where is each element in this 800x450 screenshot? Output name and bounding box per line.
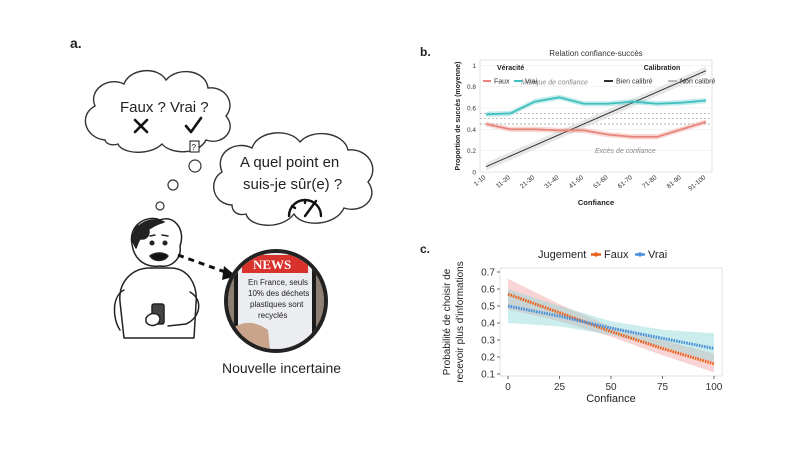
news-line-1: En France, seuls	[248, 278, 308, 287]
chart-b-xtick-label: 1-10	[473, 174, 488, 188]
question-doc-icon: ?	[189, 140, 200, 153]
chart-c-xlabel: Confiance	[586, 393, 636, 405]
chart-c-ylabel-line2: recevoir plus d'informations	[455, 261, 466, 382]
chart-c-plot-area	[499, 267, 723, 377]
chart-c-legend-dot	[593, 252, 599, 257]
thought-dots	[146, 159, 202, 226]
chart-c-xtick-label: 100	[706, 382, 723, 393]
chart-b-calibration-band	[486, 66, 706, 171]
cross-icon	[133, 118, 149, 134]
chart-b-xtick-label: 11-20	[495, 174, 512, 190]
chart-b-legend-entry: Faux	[494, 79, 510, 86]
chart-b-legend-entry: Vrai	[525, 79, 538, 86]
panel-c-label: c.	[420, 242, 430, 256]
chart-c-ytick-label: 0.6	[481, 285, 495, 296]
chart-c-series-faux	[507, 292, 715, 366]
chart-b-ytick-label: 0.8	[467, 84, 476, 91]
chart-b-xtick-label: 61-70	[617, 174, 635, 190]
chart-b-legend-title: Calibration	[644, 65, 681, 72]
chart-b-legend-title: Véracité	[497, 65, 524, 72]
chart-c-ytick-label: 0.7	[481, 268, 495, 279]
chart-b-xtick-label: 91-100	[687, 174, 707, 193]
chart-c-ytick-label: 0.3	[481, 336, 495, 347]
chart-b-xtick-label: 51-60	[592, 174, 610, 190]
chart-c-legend-entry: Vrai	[648, 249, 667, 261]
chart-b-series-faux	[485, 121, 707, 138]
chart-b-xtick-label: 31-40	[543, 174, 561, 190]
news-phone-circle	[224, 249, 328, 353]
chart-b-xtick-label: 41-50	[568, 174, 586, 190]
chart-c-ylabel-line1: Probabilité de choisir de	[442, 268, 453, 375]
panel-b-label: b.	[420, 45, 431, 59]
chart-b-ytick-label: 1	[472, 63, 476, 70]
chart-c-ytick-label: 0.2	[481, 353, 495, 364]
thought-bubble-veracity	[84, 70, 231, 153]
check-icon	[184, 116, 203, 134]
chart-b-annotation: Excès de confiance	[595, 148, 656, 155]
chart-c-legend-dot	[637, 252, 643, 257]
thought-bubble-confidence	[213, 132, 374, 226]
news-line-3: plastiques sont	[250, 300, 304, 309]
gauge-icon	[287, 198, 323, 218]
chart-b-xtick-label: 71-80	[641, 174, 659, 190]
caption: Nouvelle incertaine	[222, 360, 341, 376]
chart-b-xlabel: Confiance	[578, 198, 614, 207]
news-banner	[242, 255, 308, 273]
bubble2-line1: A quel point en	[240, 154, 339, 171]
chart-b-ytick-label: 0.4	[467, 127, 476, 134]
person-illustration	[113, 217, 200, 339]
chart-b-ylabel: Proportion de succès (moyenne)	[455, 62, 462, 171]
chart-b-series-vrai	[485, 96, 707, 116]
chart-c-band-vrai	[508, 289, 714, 363]
chart-c-legend-title: Jugement	[538, 249, 586, 261]
chart-b-ytick-label: 0.6	[467, 106, 476, 113]
chart-c-xtick-label: 0	[505, 382, 511, 393]
chart-b-xtick-label: 21-30	[519, 174, 537, 190]
news-line-2: 10% des déchets	[248, 289, 309, 298]
panel-a-label: a.	[70, 35, 82, 51]
chart-c-series-vrai	[507, 304, 715, 350]
chart-b-ytick-label: 0	[472, 170, 476, 177]
chart-c-ytick-label: 0.4	[481, 319, 495, 330]
chart-b-band-vrai	[486, 94, 706, 118]
chart-b-legend-entry: Bien calibré	[616, 79, 653, 86]
chart-b-title: Relation confiance-succès	[549, 49, 642, 58]
chart-b-annotation: Manque de confiance	[521, 80, 588, 87]
chart-b-legend-entry: Non calibré	[680, 79, 716, 86]
chart-c-ytick-label: 0.1	[481, 370, 495, 381]
news-line-4: recyclés	[258, 311, 287, 320]
panel-a-illustration: a. Faux ? Vrai ? ? A quel point en suis-…	[70, 35, 374, 376]
chart-c-xtick-label: 50	[605, 382, 617, 393]
chart-c-xtick-label: 75	[657, 382, 669, 393]
bubble1-text: Faux ? Vrai ?	[120, 99, 209, 116]
chart-b-ytick-label: 0.2	[467, 148, 476, 155]
chart-b-band-faux	[486, 119, 706, 140]
svg-text:?: ?	[192, 143, 197, 152]
chart-b-plot-area	[479, 59, 713, 173]
chart-c-band-faux	[508, 278, 714, 373]
chart-c-legend-entry: Faux	[604, 249, 629, 261]
chart-c-xtick-label: 25	[554, 382, 566, 393]
bubble2-line2: suis-je sûr(e) ?	[243, 176, 342, 193]
chart-b-xtick-label: 81-90	[666, 174, 684, 190]
chart-c-ytick-label: 0.5	[481, 302, 495, 313]
chart-b-calibration-line	[485, 70, 707, 168]
news-banner-text: NEWS	[253, 257, 291, 272]
